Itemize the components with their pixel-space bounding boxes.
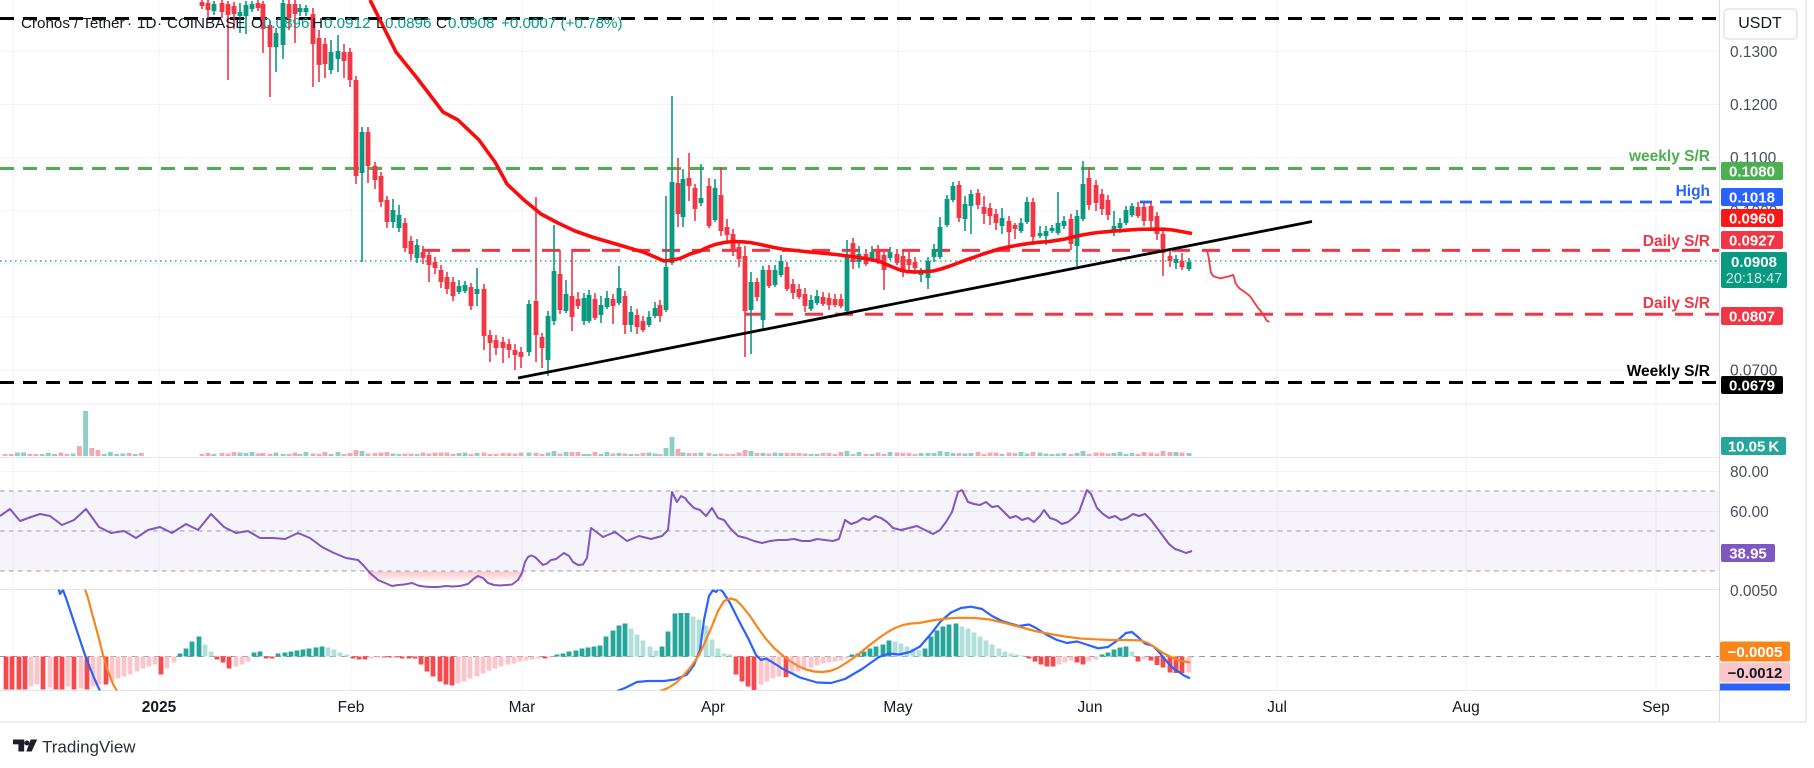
- svg-text:0.1200: 0.1200: [1730, 97, 1778, 114]
- svg-text:−0.0005: −0.0005: [1728, 644, 1783, 661]
- svg-text:0.1080: 0.1080: [1729, 163, 1775, 180]
- svg-text:High: High: [1676, 183, 1710, 200]
- svg-text:0.0050: 0.0050: [1730, 583, 1778, 600]
- svg-text:0.0908: 0.0908: [1731, 254, 1777, 271]
- svg-text:Aug: Aug: [1452, 699, 1480, 716]
- svg-text:0.0700: 0.0700: [1730, 363, 1778, 380]
- svg-text:C: C: [436, 15, 447, 32]
- svg-text:0.0807: 0.0807: [1729, 308, 1775, 325]
- svg-text:0.0896: 0.0896: [385, 15, 431, 32]
- svg-text:H: H: [312, 15, 323, 32]
- svg-text:TradingView: TradingView: [42, 738, 136, 757]
- svg-text:·: ·: [157, 15, 162, 32]
- svg-text:Jul: Jul: [1267, 699, 1287, 716]
- svg-text:1D: 1D: [137, 15, 156, 32]
- svg-text:Apr: Apr: [701, 699, 725, 716]
- svg-text:Sep: Sep: [1642, 699, 1670, 716]
- svg-text:0.0960: 0.0960: [1729, 210, 1775, 227]
- svg-text:Weekly S/R: Weekly S/R: [1627, 363, 1710, 380]
- svg-text:0.0896: 0.0896: [263, 15, 309, 32]
- svg-text:10.05 K: 10.05 K: [1728, 438, 1780, 455]
- svg-text:May: May: [883, 699, 913, 716]
- svg-text:0.1300: 0.1300: [1730, 44, 1778, 61]
- svg-text:Jun: Jun: [1078, 699, 1103, 716]
- svg-text:0.1018: 0.1018: [1729, 189, 1775, 206]
- svg-text:Cronos / Tether: Cronos / Tether: [21, 15, 125, 32]
- svg-text:80.00: 80.00: [1730, 464, 1769, 481]
- svg-text:38.95: 38.95: [1729, 545, 1767, 562]
- svg-text:COINBASE: COINBASE: [167, 15, 246, 32]
- svg-text:0.0679: 0.0679: [1729, 377, 1775, 394]
- svg-text:0.0912: 0.0912: [324, 15, 370, 32]
- svg-text:Mar: Mar: [509, 699, 536, 716]
- svg-text:Feb: Feb: [338, 699, 365, 716]
- svg-text:60.00: 60.00: [1730, 504, 1769, 521]
- svg-text:O: O: [251, 15, 263, 32]
- svg-text:−0.0012: −0.0012: [1728, 665, 1783, 682]
- svg-text:USDT: USDT: [1738, 15, 1782, 32]
- svg-text:·: ·: [127, 15, 132, 32]
- svg-text:20:18:47: 20:18:47: [1726, 271, 1782, 287]
- svg-text:0.0927: 0.0927: [1729, 232, 1775, 249]
- svg-text:+0.0007 (+0.78%): +0.0007 (+0.78%): [501, 15, 623, 32]
- svg-text:weekly S/R: weekly S/R: [1628, 148, 1710, 165]
- svg-text:Daily S/R: Daily S/R: [1643, 233, 1710, 250]
- svg-text:0.0908: 0.0908: [448, 15, 494, 32]
- svg-text:2025: 2025: [142, 699, 177, 716]
- svg-text:Daily S/R: Daily S/R: [1643, 295, 1710, 312]
- svg-text:L: L: [376, 15, 384, 32]
